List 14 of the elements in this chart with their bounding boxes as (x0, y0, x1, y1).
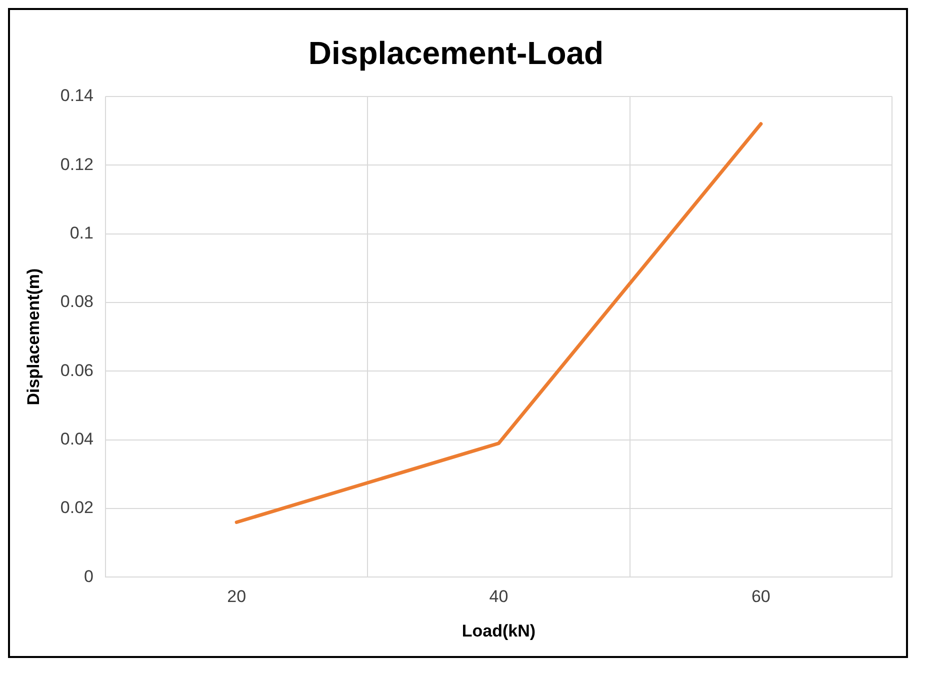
y-tick-label: 0.06 (60, 360, 94, 380)
x-tick-label: 40 (489, 587, 508, 606)
y-tick-label: 0.12 (60, 154, 94, 174)
y-tick-label: 0.1 (70, 223, 94, 242)
y-tick-label: 0.08 (60, 292, 94, 312)
y-axis-title: Displacement(m) (24, 268, 43, 406)
y-tick-label: 0 (84, 566, 94, 586)
x-tick-label: 60 (751, 587, 770, 606)
y-tick-label: 0.04 (60, 430, 94, 449)
y-tick-label: 0.14 (60, 86, 94, 106)
x-tick-label: 20 (227, 587, 246, 606)
y-tick-label: 0.02 (60, 498, 94, 518)
chart-title: Displacement-Load (308, 35, 604, 72)
x-axis-title: Load(kN) (462, 621, 536, 640)
